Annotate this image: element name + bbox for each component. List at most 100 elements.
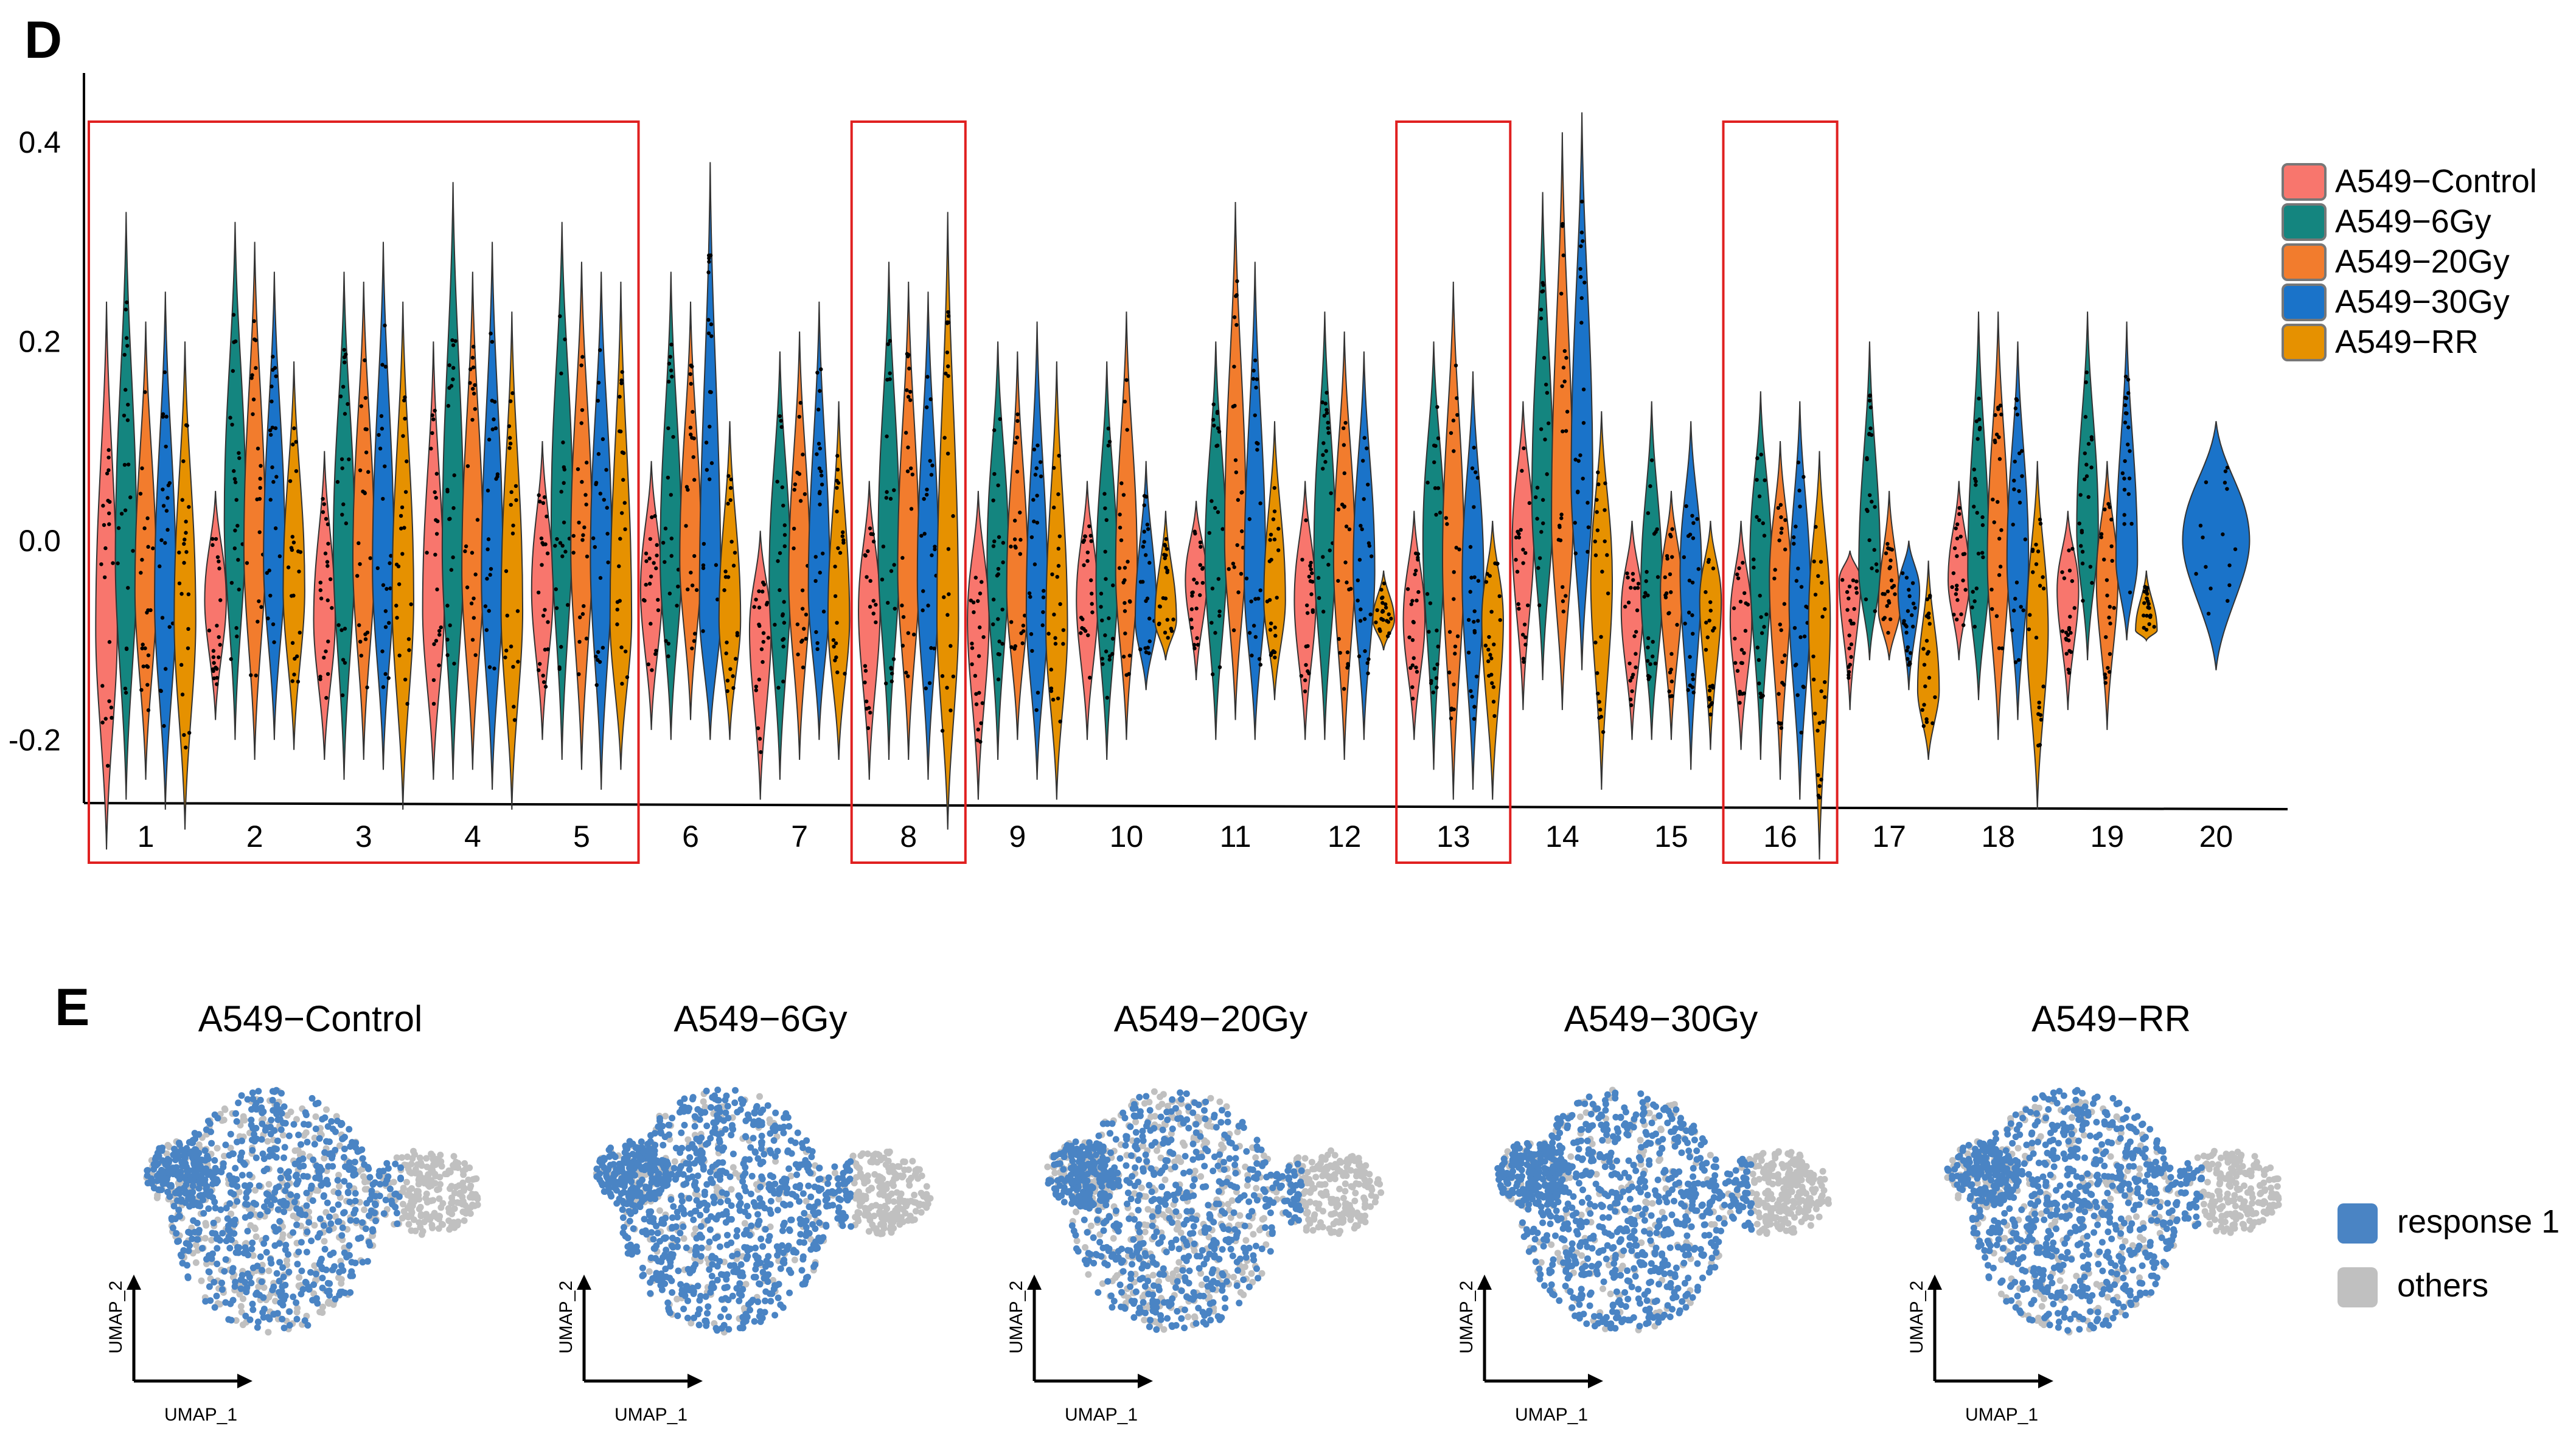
violin-point	[1958, 534, 1963, 539]
violin-point	[1644, 579, 1648, 583]
umap-point-other	[279, 1132, 287, 1139]
violin-point	[1870, 566, 1874, 571]
violin-point	[514, 498, 518, 503]
umap-point-response	[348, 1259, 355, 1266]
violin-point	[1308, 563, 1312, 568]
violin-point	[908, 466, 913, 471]
umap-point-response	[325, 1213, 333, 1220]
violin-point	[1763, 478, 1767, 482]
violin-point	[1924, 717, 1929, 722]
violin-point	[164, 509, 169, 513]
violin-point	[1779, 531, 1783, 535]
violin-point	[151, 546, 155, 551]
violin-point	[793, 482, 798, 487]
violin-point	[324, 649, 328, 653]
umap-point-response	[275, 1226, 282, 1233]
violin-point	[181, 459, 186, 464]
violin-point	[1492, 642, 1496, 647]
violin-point	[1772, 576, 1777, 581]
violin-point	[2000, 646, 2005, 650]
umap-point-other	[886, 1148, 893, 1155]
umap-point-other	[192, 1259, 200, 1266]
violin-10-A549−Control	[1076, 481, 1099, 740]
violin-point	[1038, 460, 1043, 464]
violin-point	[2017, 489, 2021, 493]
x-tick-label: 18	[1981, 819, 2015, 854]
umap-point-response	[226, 1200, 234, 1207]
violin-point	[1957, 506, 1962, 510]
violin-point	[1873, 609, 1878, 613]
violin-point	[1326, 563, 1331, 567]
violin-point	[1198, 563, 1202, 567]
umap-point-response	[707, 1135, 714, 1142]
umap-point-response	[284, 1182, 291, 1189]
violin-point	[2067, 627, 2072, 632]
violin-point	[2103, 672, 2107, 677]
violin-point	[1127, 653, 1132, 658]
violin-point	[1755, 645, 1760, 650]
violin-point	[1214, 444, 1219, 448]
violin-points	[863, 526, 878, 731]
violin-points	[1099, 426, 1115, 700]
umap-point-response	[351, 1158, 358, 1166]
violin-point	[978, 625, 982, 630]
violin-point	[340, 512, 344, 517]
violin-point	[1601, 730, 1606, 734]
umap-point-response	[346, 1182, 353, 1189]
violin-point	[1887, 599, 1891, 604]
violin-points	[2010, 397, 2028, 664]
umap-point-response	[208, 1255, 215, 1262]
violin-point	[1923, 684, 1927, 689]
violin-point	[1099, 605, 1103, 609]
violin-point	[835, 670, 840, 675]
umap-point-other	[237, 1303, 245, 1310]
violin-points	[1573, 200, 1591, 555]
umap-point-response	[320, 1222, 327, 1229]
umap-point-response	[324, 1180, 332, 1188]
violin-point	[389, 554, 393, 558]
violin-point	[119, 512, 124, 516]
violin-point	[1162, 552, 1166, 557]
violin-point	[437, 663, 441, 667]
umap-point-other	[265, 1329, 272, 1336]
violin-point	[473, 407, 478, 411]
violin-point	[1147, 560, 1152, 565]
umap-point-other	[656, 1207, 663, 1214]
violin-points	[177, 423, 192, 750]
violin-point	[277, 554, 282, 558]
violin-point	[1796, 460, 1801, 465]
umap-point-other	[444, 1171, 451, 1178]
violin-point	[571, 534, 576, 538]
umap-point-response	[304, 1228, 311, 1236]
violin-point	[1978, 425, 1982, 430]
umap-point-response	[712, 1324, 720, 1332]
violin-point	[292, 426, 296, 431]
violin-point	[1974, 586, 1979, 591]
violin-point	[546, 620, 550, 624]
violin-point	[1635, 586, 1640, 590]
violin-15-A549−Control	[1620, 520, 1644, 740]
violin-point	[399, 513, 403, 518]
violin-point	[1706, 560, 1711, 564]
violin-3-A549−30Gy	[372, 242, 395, 770]
violin-point	[1665, 557, 1669, 561]
violin-point	[1472, 619, 1476, 624]
violin-point	[259, 464, 263, 468]
umap-point-response	[669, 1223, 676, 1231]
violin-point	[970, 662, 974, 667]
violin-point	[997, 652, 1001, 656]
violin-13-A549−30Gy	[1461, 371, 1485, 790]
violin-point	[1777, 721, 1781, 725]
violin-point	[1220, 527, 1225, 531]
violin-point	[1600, 569, 1604, 574]
violin-point	[232, 546, 237, 551]
violin-point	[386, 621, 391, 625]
violin-point	[1472, 630, 1477, 635]
violin-point	[729, 540, 734, 544]
violin-point	[1336, 579, 1340, 583]
violin-point	[2013, 660, 2018, 664]
umap-point-other	[293, 1116, 300, 1123]
violin-point	[1682, 555, 1687, 560]
violin-point	[1239, 529, 1244, 534]
umap-point-other	[265, 1181, 273, 1188]
